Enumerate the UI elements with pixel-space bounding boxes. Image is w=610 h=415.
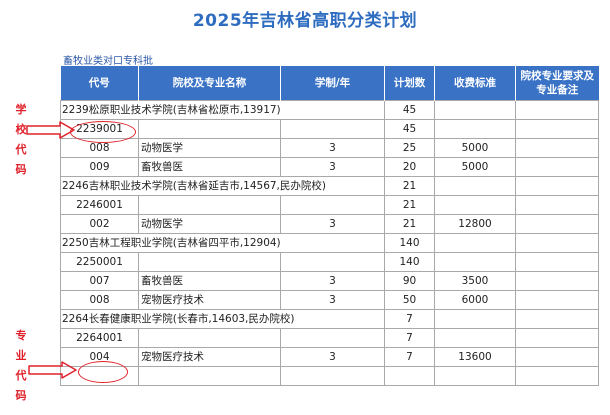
fee: 13600 [434,347,516,367]
plan-count: 7 [384,347,435,367]
school-code-row: 2264001 7 [60,328,599,348]
major-row: 004 宠物医疗技术 3 7 13600 [60,347,599,367]
header-fee: 收费标准 [434,66,516,101]
major-code: 002 [60,214,139,234]
major-code-annotation-label: 专 业 代 码 [15,329,27,402]
plan-count: 21 [384,176,435,196]
plan-count: 45 [384,100,435,120]
years: 3 [280,347,385,367]
major-name: 宠物医疗技术 [138,347,281,367]
years: 3 [280,214,385,234]
years: 3 [280,290,385,310]
plan-count: 25 [384,138,435,158]
plan-count: 21 [384,195,435,215]
years: 3 [280,138,385,158]
school-code: 2250001 [60,252,139,272]
school-code-row: 2239001 45 [60,119,599,139]
fee: 12800 [434,214,516,234]
header-name: 院校及专业名称 [138,66,281,101]
fee: 6000 [434,290,516,310]
school-name: 2250吉林工程职业学院(吉林省四平市,12904) [60,233,385,253]
major-code: 009 [60,157,139,177]
school-code-row: 2246001 21 [60,195,599,215]
school-code-annotation-label: 学 校 代 码 [15,103,27,176]
plan-count: 140 [384,233,435,253]
note [515,347,599,367]
plan-count: 140 [384,252,435,272]
fee: 5000 [434,138,516,158]
major-code-highlight [78,361,128,383]
header-years: 学制/年 [280,66,385,101]
major-code: 007 [60,271,139,291]
plan-count: 90 [384,271,435,291]
school-row: 2264长春健康职业学院(长春市,14603,民办院校) 7 [60,309,599,329]
blank-row [60,366,599,386]
major-name: 动物医学 [138,138,281,158]
note [515,138,599,158]
major-name: 畜牧兽医 [138,271,281,291]
major-code: 008 [60,290,139,310]
school-name: 2239松原职业技术学院(吉林省松原市,13917) [60,100,385,120]
major-row: 008 宠物医疗技术 3 50 6000 [60,290,599,310]
school-name: 2264长春健康职业学院(长春市,14603,民办院校) [60,309,385,329]
major-row: 007 畜牧兽医 3 90 3500 [60,271,599,291]
table-header-row: 代号 院校及专业名称 学制/年 计划数 收费标准 院校专业要求及专业备注 [60,66,599,101]
years: 3 [280,271,385,291]
plan-count: 7 [384,328,435,348]
plan-count: 21 [384,214,435,234]
school-name: 2246吉林职业技术学院(吉林省延吉市,14567,民办院校) [60,176,385,196]
school-code: 2246001 [60,195,139,215]
header-code: 代号 [60,66,139,101]
plan-count: 20 [384,157,435,177]
school-code-arrow-icon [26,121,75,139]
major-row: 009 畜牧兽医 3 20 5000 [60,157,599,177]
school-code-row: 2250001 140 [60,252,599,272]
school-code: 2264001 [60,328,139,348]
page-title: 2025年吉林省高职分类计划 [192,11,418,31]
note [515,214,599,234]
header-plan: 计划数 [384,66,435,101]
note [515,290,599,310]
note [515,157,599,177]
major-row: 008 动物医学 3 25 5000 [60,138,599,158]
plan-count: 7 [384,309,435,329]
major-code-arrow-icon [28,361,77,379]
school-row: 2250吉林工程职业学院(吉林省四平市,12904) 140 [60,233,599,253]
school-row: 2239松原职业技术学院(吉林省松原市,13917) 45 [60,100,599,120]
fee: 5000 [434,157,516,177]
major-row: 002 动物医学 3 21 12800 [60,214,599,234]
major-name: 畜牧兽医 [138,157,281,177]
plan-count: 50 [384,290,435,310]
note [515,271,599,291]
plan-table: 代号 院校及专业名称 学制/年 计划数 收费标准 院校专业要求及专业备注 223… [60,66,599,386]
plan-count: 45 [384,119,435,139]
major-name: 宠物医疗技术 [138,290,281,310]
major-name: 动物医学 [138,214,281,234]
school-code-highlight [70,121,136,143]
school-row: 2246吉林职业技术学院(吉林省延吉市,14567,民办院校) 21 [60,176,599,196]
fee: 3500 [434,271,516,291]
header-note: 院校专业要求及专业备注 [515,66,599,101]
batch-subtitle: 畜牧业类对口专科批 [63,56,153,67]
years: 3 [280,157,385,177]
